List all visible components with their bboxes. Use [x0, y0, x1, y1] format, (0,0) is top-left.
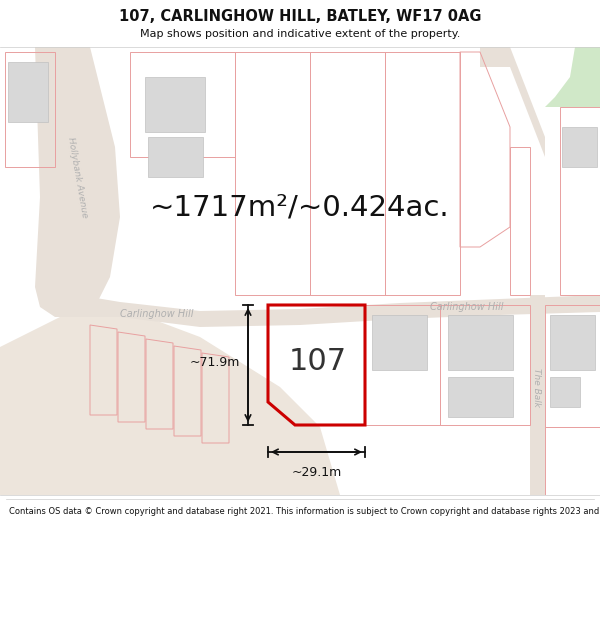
Bar	[8, 62, 48, 122]
Polygon shape	[35, 47, 120, 317]
Bar	[562, 127, 597, 167]
Text: Carlinghow Hill: Carlinghow Hill	[430, 302, 503, 312]
Text: Carlinghow Hill: Carlinghow Hill	[120, 309, 193, 319]
Text: ~29.1m: ~29.1m	[292, 466, 341, 479]
Bar	[448, 315, 513, 370]
Text: The Balk: The Balk	[533, 368, 542, 406]
Polygon shape	[55, 295, 600, 327]
Bar	[448, 377, 513, 417]
Polygon shape	[545, 47, 600, 107]
Text: ~1717m²/~0.424ac.: ~1717m²/~0.424ac.	[150, 193, 450, 221]
Text: 107, CARLINGHOW HILL, BATLEY, WF17 0AG: 107, CARLINGHOW HILL, BATLEY, WF17 0AG	[119, 9, 481, 24]
Polygon shape	[0, 307, 340, 495]
Text: Contains OS data © Crown copyright and database right 2021. This information is : Contains OS data © Crown copyright and d…	[9, 507, 600, 516]
Bar	[550, 377, 580, 407]
Text: Hollybank Avenue: Hollybank Avenue	[67, 136, 89, 218]
Text: 107: 107	[289, 348, 347, 376]
Bar	[372, 315, 427, 370]
Bar	[148, 137, 203, 177]
Text: ~71.9m: ~71.9m	[190, 356, 240, 369]
Polygon shape	[480, 47, 545, 157]
Text: Map shows position and indicative extent of the property.: Map shows position and indicative extent…	[140, 29, 460, 39]
Polygon shape	[530, 295, 545, 495]
Bar	[145, 77, 205, 132]
Bar	[550, 315, 595, 370]
